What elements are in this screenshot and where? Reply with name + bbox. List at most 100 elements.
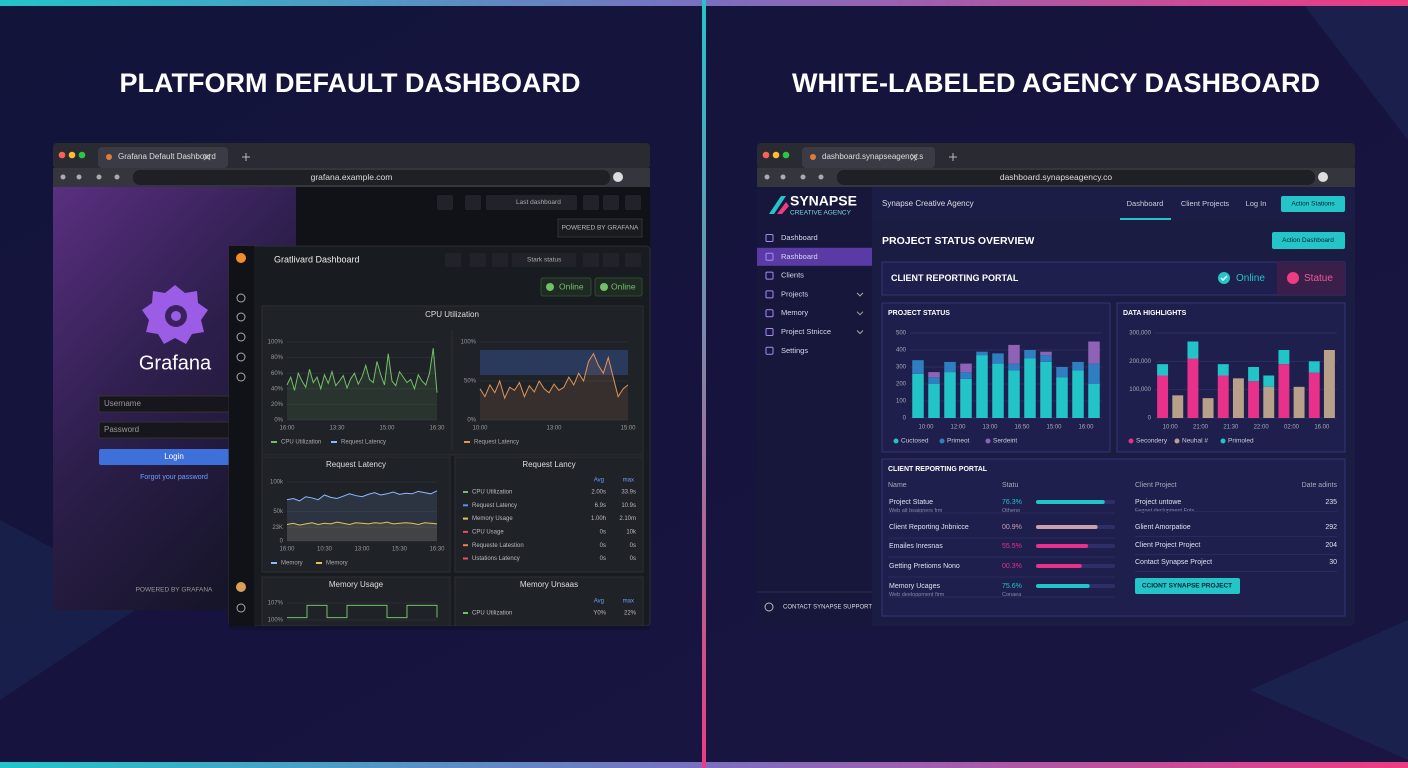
bar-segment xyxy=(1187,341,1199,359)
rule xyxy=(203,153,211,161)
menu-icon[interactable] xyxy=(236,293,246,303)
toolbar-button[interactable] xyxy=(625,253,641,267)
menu-item[interactable]: Memory xyxy=(781,308,808,317)
select-label: Stark status xyxy=(527,257,562,264)
menu-icon xyxy=(765,234,774,242)
menu-icon[interactable] xyxy=(236,332,246,342)
bar-segment xyxy=(1088,384,1100,418)
profile xyxy=(1318,172,1328,182)
grafana-icon xyxy=(236,253,246,263)
bar-segment xyxy=(1217,364,1229,376)
x-tick-label: 10:00 xyxy=(472,426,488,432)
x-tick-label: 15:30 xyxy=(392,547,408,553)
select[interactable] xyxy=(512,253,576,267)
toolbar-button[interactable] xyxy=(625,195,641,210)
menu-item[interactable]: Rashboard xyxy=(781,252,818,261)
legend-swatch xyxy=(1128,438,1134,444)
nav-link[interactable]: Log In xyxy=(1246,199,1267,208)
x-tick-label: 16.00 xyxy=(1314,425,1330,431)
header-button[interactable] xyxy=(1281,196,1345,212)
toolbar-button[interactable] xyxy=(603,253,619,267)
menu-icon xyxy=(765,271,774,280)
menu-icon[interactable] xyxy=(236,603,246,613)
row-name: Client Reporting Jnbnicce xyxy=(889,524,969,531)
menu-icon[interactable] xyxy=(236,352,246,362)
row-pct: 55.5% xyxy=(1002,543,1022,550)
address-field[interactable] xyxy=(837,170,1315,185)
bar-segment xyxy=(1202,398,1214,418)
dashboard-select[interactable] xyxy=(500,195,577,210)
x-tick-label: 15:00 xyxy=(620,426,636,432)
portal-bar xyxy=(881,261,1346,296)
clip xyxy=(229,626,650,630)
nav-button xyxy=(60,174,66,180)
line xyxy=(286,348,438,393)
bar-segment xyxy=(1024,358,1036,418)
tab-icon xyxy=(810,154,816,160)
toolbar-button[interactable] xyxy=(583,195,599,210)
menu-icon xyxy=(765,328,774,336)
bar-segment xyxy=(1040,355,1052,362)
bar-segment xyxy=(1157,375,1169,418)
y-tick-label: 100k xyxy=(270,480,284,486)
toolbar-button[interactable] xyxy=(492,253,508,267)
toolbar-button[interactable] xyxy=(603,195,619,210)
menu-icon xyxy=(765,309,774,318)
toolbar-button[interactable] xyxy=(445,253,461,267)
bar-segment xyxy=(1056,377,1068,418)
tab[interactable] xyxy=(802,147,935,168)
status-icon xyxy=(1287,272,1299,284)
chevron xyxy=(856,330,864,335)
menu-icon[interactable] xyxy=(236,372,246,382)
row-name: Glient Amorpatioe xyxy=(1135,524,1191,531)
x-tick-label: 13:30 xyxy=(329,426,345,432)
progress-bar xyxy=(1036,525,1098,529)
nav-link[interactable]: Client Projects xyxy=(1181,199,1230,208)
x-tick-label: 13:00 xyxy=(982,425,998,431)
x-tick-label: 16:30 xyxy=(429,426,445,432)
menu-item[interactable]: Settings xyxy=(781,346,808,355)
chevron xyxy=(856,311,864,316)
toolbar-button[interactable] xyxy=(486,195,502,210)
toolbar-button[interactable] xyxy=(583,253,599,267)
toolbar-button[interactable] xyxy=(465,195,481,210)
line xyxy=(286,521,438,526)
line xyxy=(287,604,438,619)
toolbar-button[interactable] xyxy=(437,195,453,210)
page-button[interactable] xyxy=(1272,232,1345,249)
row-name: Project untowe xyxy=(1135,499,1181,506)
bar-segment xyxy=(1263,375,1275,387)
brand-name: SYNAPSE xyxy=(790,193,857,209)
bar-segment xyxy=(1323,350,1335,418)
table-button[interactable] xyxy=(1135,578,1240,594)
row-sub: Conaea xyxy=(1002,592,1022,598)
toolbar-button[interactable] xyxy=(470,253,486,267)
y-tick-label: 500 xyxy=(896,331,907,337)
y-tick-label: 50k xyxy=(273,509,284,515)
menu-item[interactable]: Dashboard xyxy=(781,233,818,242)
menu-item[interactable]: Clients xyxy=(781,271,804,280)
nav-link[interactable]: Dashboard xyxy=(1127,199,1164,208)
menu-icon[interactable] xyxy=(236,312,246,322)
address-field[interactable] xyxy=(133,170,610,185)
tab[interactable] xyxy=(98,147,228,168)
brand-tagline: CREATIVE AGENCY xyxy=(790,210,852,217)
column-header: max xyxy=(623,599,634,605)
column-header: Avg xyxy=(594,599,604,605)
menu-item[interactable]: Projects xyxy=(781,289,808,298)
row-name: Memory Usage xyxy=(472,516,513,522)
window-control xyxy=(772,151,780,159)
active-item xyxy=(757,247,872,266)
bar-segment xyxy=(1278,364,1290,418)
link[interactable]: Forgot your password xyxy=(140,474,208,481)
row-name: Emailes Inresnas xyxy=(889,543,943,550)
powered-box xyxy=(557,218,643,238)
x-tick-label: 21:00 xyxy=(1193,425,1209,431)
menu-item[interactable]: Project Stnicce xyxy=(781,327,831,336)
support-link[interactable]: CONTACT SYNAPSE SUPPORT xyxy=(783,605,872,611)
panel-title: CPU Utilization xyxy=(425,310,479,319)
area xyxy=(287,348,437,420)
bar-segment xyxy=(960,378,972,418)
login-button[interactable] xyxy=(99,449,231,465)
row-sub: Web alt bsaigners frm xyxy=(889,508,943,514)
